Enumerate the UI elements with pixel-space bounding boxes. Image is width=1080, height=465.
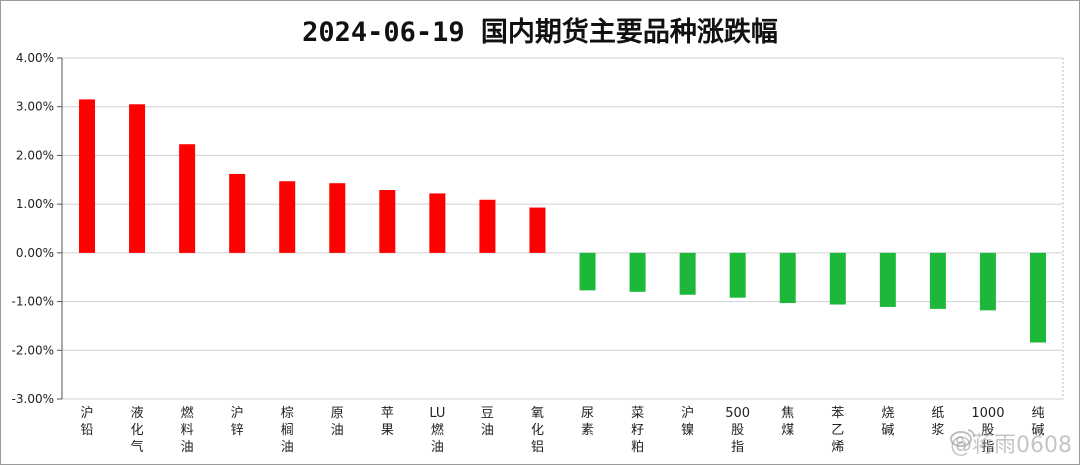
chart-title: 2024-06-19 国内期货主要品种涨跌幅 (302, 17, 778, 48)
x-category-label: 苯乙烯 (831, 406, 844, 455)
bar-1 (129, 104, 146, 253)
watermark: @蒋雨0608 (950, 427, 1072, 459)
y-tick-label: -1.00% (12, 295, 54, 309)
bar-18 (979, 252, 996, 311)
bar-10 (579, 252, 596, 291)
x-category-label: LU 燃油 (429, 406, 445, 455)
y-tick-label: -3.00% (12, 392, 54, 406)
x-category-label: 沪锌 (231, 405, 244, 438)
y-tick-label: 0.00% (16, 246, 54, 260)
y-axis: 4.00% 3.00% 2.00% 1.00% 0.00% -1.00% -2.00% -3.… (12, 51, 63, 406)
bar-7 (429, 193, 446, 253)
y-tick-label: -2.00% (12, 343, 54, 357)
x-category-label: 原油 (331, 406, 344, 438)
bar-11 (629, 252, 646, 292)
x-category-label: 豆油 (481, 406, 494, 438)
x-category-label: 液化气 (131, 406, 144, 455)
x-category-label: 菜籽粕 (631, 406, 644, 455)
x-category-label: 焦煤 (781, 406, 794, 438)
x-category-label: 燃料油 (181, 405, 194, 455)
x-category-label: 尿素 (581, 406, 594, 438)
bar-9 (529, 207, 546, 253)
bar-15 (829, 252, 846, 305)
bar-16 (879, 252, 896, 307)
bar-14 (779, 252, 796, 304)
x-category-label: 苹果 (381, 406, 394, 438)
bar-4 (279, 181, 296, 253)
x-category-label: 棕榈油 (281, 406, 294, 455)
y-tick-label: 1.00% (16, 197, 54, 211)
x-category-label: 沪铅 (81, 405, 94, 438)
gridlines (62, 57, 1064, 400)
x-category-label: 烧碱 (881, 406, 894, 438)
y-tick-label: 3.00% (16, 100, 54, 114)
x-axis-labels: 沪铅 液化气 燃料油 沪锌 棕榈油 原油 苹果 LU 燃油 豆油 氧化铝 尿素 菜籽粕 沪镍 500 股指 焦煤… (81, 405, 1045, 455)
bar-5 (329, 183, 346, 253)
bar-6 (379, 190, 396, 253)
bar-8 (479, 199, 496, 253)
x-category-label: 纯碱 (1031, 406, 1044, 438)
bar-3 (229, 173, 246, 253)
y-tick-label: 4.00% (16, 51, 54, 65)
weibo-logo-icon (950, 429, 975, 447)
x-category-label: 氧化铝 (531, 406, 544, 455)
x-category-label: 沪镍 (681, 405, 694, 438)
bar-13 (729, 252, 746, 298)
bar-19 (1029, 252, 1046, 343)
x-category-label: 纸浆 (931, 406, 944, 438)
bar-12 (679, 252, 696, 295)
y-tick-label: 2.00% (16, 148, 54, 162)
bar-17 (929, 252, 946, 309)
x-category-label: 1000 股指 (971, 406, 1004, 455)
bars (79, 99, 1046, 343)
bar-2 (179, 144, 196, 253)
bar-0 (79, 99, 96, 253)
x-category-label: 500 股指 (725, 406, 750, 455)
